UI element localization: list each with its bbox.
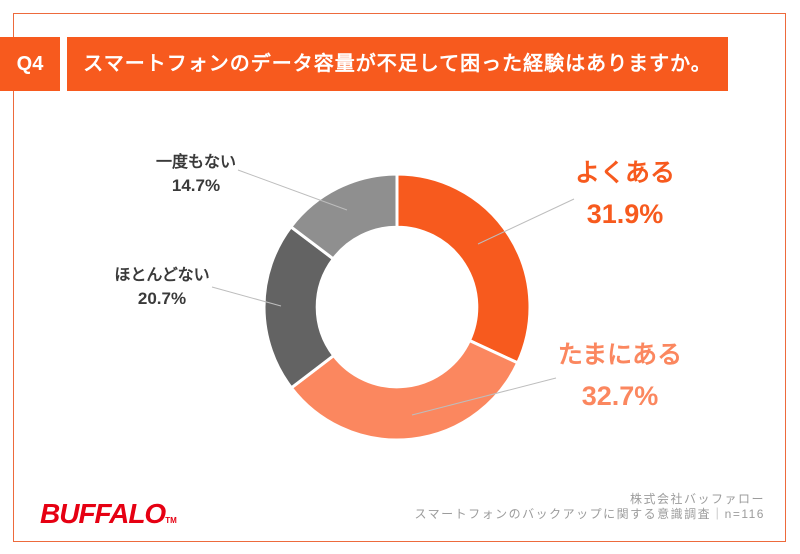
slice-percent-tamaniaru: 32.7% [581,381,659,411]
buffalo-logo: BUFFALOTM [40,498,177,530]
buffalo-logo-text: BUFFALO [40,498,166,529]
callout-hotondonai: ほとんどない 20.7% [62,264,262,310]
survey-credit: 株式会社バッファロー スマートフォンのバックアップに関する意識調査｜n=116 [415,492,765,522]
callout-yokuaru: よくある 31.9% [525,156,725,231]
slice-label-hotondonai: ほとんどない [114,267,210,284]
question-title-bar: スマートフォンのデータ容量が不足して困った経験はありますか。 [67,37,728,91]
slice-label-yokuaru: よくある [574,159,675,187]
slice-label-ichidomonai: 一度もない [155,154,236,171]
slice-percent-yokuaru: 31.9% [586,199,664,229]
slice-percent-ichidomonai: 14.7% [171,176,221,195]
slice-percent-hotondonai: 20.7% [137,289,187,308]
trademark-symbol: TM [165,516,177,525]
credit-company: 株式会社バッファロー [629,492,765,506]
callout-ichidomonai: 一度もない 14.7% [96,151,296,197]
credit-survey-name: スマートフォンのバックアップに関する意識調査｜n=116 [414,507,765,521]
question-number-badge: Q4 [0,37,60,91]
callout-tamaniaru: たまにある 32.7% [520,338,720,413]
slice-label-tamaniaru: たまにある [557,341,683,369]
